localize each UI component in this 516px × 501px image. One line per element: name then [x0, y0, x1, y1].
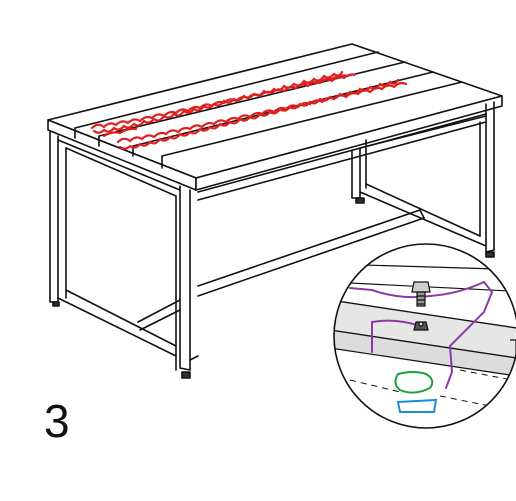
detail-dash-1: [349, 379, 401, 393]
detail-leg-right: [510, 339, 516, 420]
detail-rail-top: [334, 300, 516, 360]
leg-back-right: [485, 101, 495, 253]
stretcher-top: [197, 209, 421, 287]
scribble-line-4: [118, 78, 400, 150]
detail-rail-edge-3: [334, 347, 516, 379]
apron-right: [197, 113, 487, 193]
foot-back-right: [485, 251, 495, 258]
nut-hole: [418, 321, 424, 327]
step-number: 3: [44, 395, 70, 447]
detail-rail-edge-1: [334, 299, 516, 331]
rail-bottom-right: [189, 355, 199, 361]
plank-divider-1: [74, 51, 379, 129]
green-marker-stroke: [394, 371, 434, 394]
scribble-line-2: [92, 70, 344, 134]
foot-front-left: [52, 301, 60, 307]
stretcher-end: [419, 209, 425, 219]
blue-marker-stroke: [396, 398, 438, 413]
foot-back-left: [355, 197, 365, 204]
hex-bolt-icon: [411, 281, 431, 307]
foot-front-right: [181, 371, 191, 379]
detail-circle-border: [333, 243, 516, 429]
detail-rail-edge-2: [334, 329, 516, 361]
frame-bottom-front: [57, 297, 177, 357]
frame-bottom-front-2: [65, 289, 177, 347]
rail-front-bottom-link: [137, 299, 181, 323]
rail-front-bottom-link-2: [139, 309, 181, 331]
bolt-thread: [417, 295, 425, 305]
leg-front-left: [49, 131, 59, 303]
frame-back-bottom-2: [365, 183, 481, 237]
bolt-head: [411, 281, 431, 293]
leg-front-right: [179, 185, 191, 371]
table-top-side-edge: [195, 95, 503, 191]
detail-plank-2: [334, 281, 516, 293]
scribble-line-5: [102, 74, 350, 138]
detail-rail-lower: [334, 330, 516, 378]
apron-right-2: [197, 121, 487, 201]
plank-divider-4: [161, 81, 463, 157]
apron-front: [57, 139, 181, 191]
red-scribble-marks: [90, 70, 408, 150]
nut-icon: [413, 321, 429, 331]
detail-dash-3: [459, 369, 513, 381]
leg-back-left: [351, 147, 361, 199]
detail-callout: [333, 243, 516, 429]
frame-back-right-top: [359, 115, 487, 149]
stretcher-bottom: [197, 217, 425, 297]
